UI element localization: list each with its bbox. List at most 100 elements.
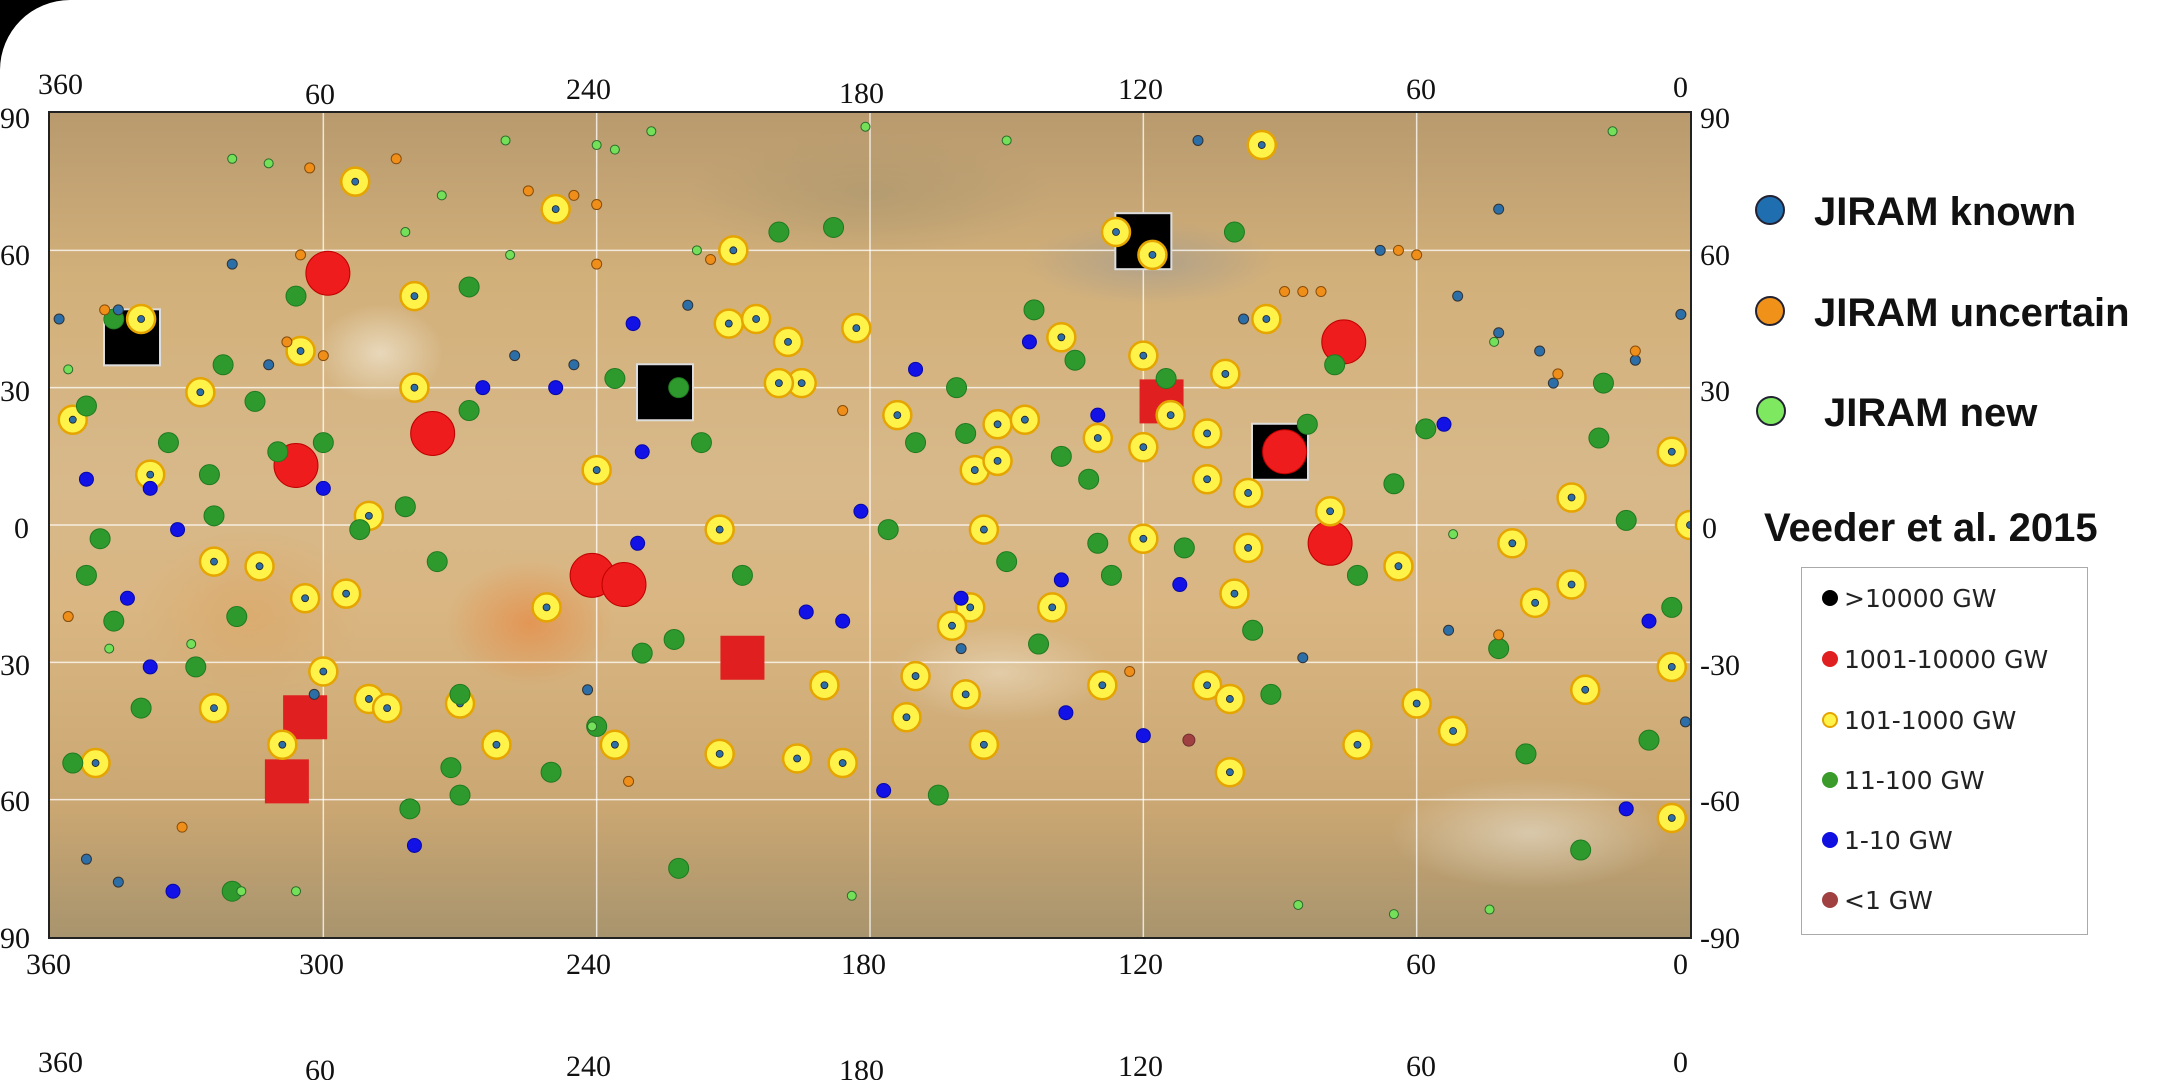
hotspot-marker bbox=[236, 886, 247, 897]
hotspot-marker bbox=[291, 886, 301, 897]
hotspot-marker bbox=[244, 390, 266, 412]
top-tick: 60 bbox=[1406, 1050, 1436, 1080]
hotspot-marker bbox=[475, 380, 491, 396]
hotspot-marker bbox=[631, 642, 653, 664]
right-tick: -60 bbox=[1700, 785, 1740, 818]
map-overlay bbox=[50, 113, 1690, 937]
bottom-tick: 60 bbox=[1406, 948, 1436, 981]
hotspot-marker bbox=[186, 639, 197, 650]
hotspot-marker bbox=[905, 432, 927, 454]
power-label: 101-1000 GW bbox=[1844, 705, 2017, 735]
hotspot-marker bbox=[176, 821, 188, 833]
hotspot-marker bbox=[1493, 327, 1505, 339]
hotspot-center-dot bbox=[1139, 443, 1148, 452]
hotspot-marker bbox=[62, 611, 74, 623]
hotspot-marker bbox=[1392, 244, 1404, 256]
hotspot-center-dot bbox=[724, 319, 733, 328]
hotspot-center-dot bbox=[979, 525, 988, 534]
hotspot-center-dot bbox=[961, 690, 970, 699]
hotspot-center-dot bbox=[610, 740, 619, 749]
power-label: 1-10 GW bbox=[1844, 825, 1953, 855]
hotspot-center-dot bbox=[1203, 475, 1212, 484]
hotspot-marker bbox=[1388, 909, 1399, 920]
top-tick: 120 bbox=[1118, 1050, 1163, 1080]
hotspot-center-dot bbox=[1203, 681, 1212, 690]
hotspot-marker bbox=[1570, 839, 1592, 861]
hotspot-marker bbox=[927, 784, 949, 806]
top-tick: 360 bbox=[38, 1046, 83, 1079]
hotspot-marker bbox=[305, 250, 351, 296]
hotspot-marker bbox=[1383, 473, 1405, 495]
hotspot-marker bbox=[1629, 345, 1641, 357]
hotspot-marker bbox=[591, 258, 603, 270]
power-label: 11-100 GW bbox=[1844, 765, 1985, 795]
hotspot-marker bbox=[1515, 743, 1537, 765]
hotspot-center-dot bbox=[1244, 543, 1253, 552]
hotspot-marker bbox=[1488, 638, 1510, 660]
hotspot-center-dot bbox=[1449, 727, 1458, 735]
hotspot-marker bbox=[908, 361, 924, 377]
hotspot-marker bbox=[1661, 596, 1683, 618]
hotspot-marker bbox=[295, 249, 307, 261]
hotspot-marker bbox=[458, 400, 480, 422]
hotspot-marker bbox=[449, 784, 471, 806]
bottom-tick: 120 bbox=[1118, 948, 1163, 981]
hotspot-marker bbox=[119, 590, 135, 606]
hotspot-marker bbox=[1297, 652, 1309, 664]
hotspot-marker bbox=[609, 144, 620, 155]
hotspot-center-dot bbox=[893, 411, 902, 420]
hotspot-center-dot bbox=[1166, 411, 1175, 420]
hotspot-marker bbox=[1607, 126, 1618, 137]
hotspot-center-dot bbox=[296, 347, 305, 355]
hotspot-center-dot bbox=[91, 759, 100, 767]
hotspot-center-dot bbox=[979, 740, 988, 749]
hotspot-marker bbox=[1023, 299, 1045, 321]
power-dot bbox=[1822, 651, 1838, 667]
hotspot-marker bbox=[1260, 683, 1282, 705]
hotspot-marker bbox=[1346, 564, 1368, 586]
bottom-tick: 180 bbox=[841, 948, 886, 981]
hotspot-marker bbox=[142, 659, 158, 675]
hotspot-marker bbox=[436, 190, 447, 201]
hotspot-marker bbox=[1087, 532, 1109, 554]
hotspot-marker bbox=[1675, 308, 1687, 320]
hotspot-marker bbox=[1615, 509, 1637, 531]
top-tick: 60 bbox=[1406, 73, 1436, 106]
hotspot-marker bbox=[1296, 413, 1318, 435]
hotspot-marker bbox=[399, 798, 421, 820]
hotspot-marker bbox=[458, 276, 480, 298]
hotspot-marker bbox=[390, 153, 402, 165]
power-dot bbox=[1822, 590, 1838, 606]
hotspot-marker bbox=[394, 496, 416, 518]
hotspot-marker bbox=[1592, 372, 1614, 394]
hotspot-center-dot bbox=[342, 589, 351, 598]
hotspot-center-dot bbox=[729, 246, 738, 255]
hotspot-center-dot bbox=[902, 713, 911, 722]
hotspot-marker bbox=[860, 121, 871, 132]
hotspot-center-dot bbox=[210, 557, 218, 566]
hotspot-center-dot bbox=[1225, 768, 1234, 777]
hotspot-center-dot bbox=[1667, 447, 1676, 456]
hotspot-center-dot bbox=[774, 379, 783, 387]
veeder-title: Veeder et al. 2015 bbox=[1764, 506, 2098, 550]
hotspot-marker bbox=[731, 564, 753, 586]
power-label: <1 GW bbox=[1844, 885, 1933, 915]
power-legend-item: 1001-10000 GW bbox=[1822, 645, 2048, 674]
left-tick: 60 bbox=[0, 785, 30, 818]
hotspot-marker bbox=[668, 857, 690, 879]
power-dot bbox=[1822, 772, 1838, 788]
hotspot-marker bbox=[1155, 368, 1177, 390]
hotspot-marker bbox=[877, 519, 899, 541]
hotspot-marker bbox=[1182, 733, 1196, 747]
hotspot-center-dot bbox=[364, 695, 373, 703]
hotspot-marker bbox=[99, 304, 111, 316]
top-tick: 240 bbox=[566, 1050, 611, 1080]
hotspot-marker bbox=[1135, 728, 1151, 744]
hotspot-marker bbox=[1411, 249, 1423, 261]
hotspot-center-dot bbox=[1057, 333, 1066, 342]
hotspot-marker bbox=[1090, 407, 1106, 423]
hotspot-center-dot bbox=[1531, 598, 1540, 607]
hotspot-center-dot bbox=[1093, 434, 1102, 442]
hotspot-marker bbox=[406, 837, 422, 853]
hotspot-marker bbox=[285, 285, 307, 307]
